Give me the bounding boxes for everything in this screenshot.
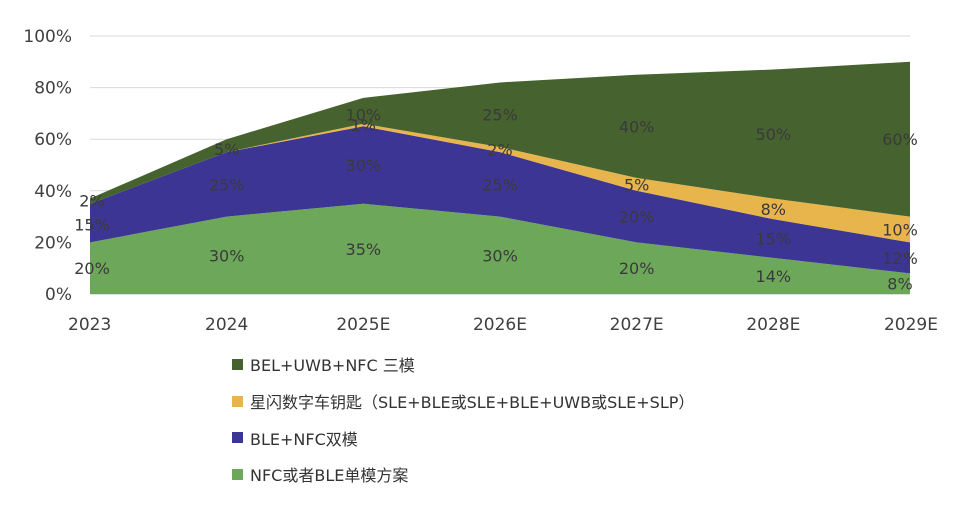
data-label: 5% [214,140,239,159]
area-series [90,61,910,294]
area-series-3 [90,61,910,217]
data-label: 15% [756,230,792,249]
area-series-0 [90,203,910,294]
y-tick-label: 40% [34,182,72,202]
x-tick-label: 2029E [884,315,938,335]
data-label: 20% [74,259,110,278]
data-label: 30% [346,156,382,175]
data-label: 2% [79,192,104,211]
data-label: 1% [351,116,376,135]
data-label: 50% [756,125,792,144]
data-label: 10% [346,106,382,125]
y-tick-label: 80% [34,79,72,99]
x-tick-label: 2027E [610,315,664,335]
area-series-1 [90,126,910,274]
x-tick-label: 2025E [336,315,390,335]
x-tick-label: 2028E [746,315,800,335]
y-tick-label: 60% [34,130,72,150]
data-label: 10% [882,221,918,240]
stacked-area-chart: 0%20%40%60%80%100% 2023 2024 2025E 2026E 202… [23,27,938,335]
data-label: 25% [482,106,518,125]
data-label: 25% [209,175,245,194]
data-label: 8% [887,275,912,294]
x-tick-label: 2026E [473,315,527,335]
data-label: 25% [482,175,518,194]
data-label: 35% [346,240,382,259]
data-label: 30% [209,246,245,265]
data-labels: 20% 30% 35% 30% 20% 14% 8% 15% 25% 30% 25% 20% 15% 12… [74,106,918,294]
legend-label: BLE+NFC双模 [250,429,358,449]
area-series-2 [90,123,910,243]
legend: BEL+UWB+NFC 三模星闪数字车钥匙（SLE+BLE或SLE+BLE+UW… [232,346,694,493]
legend-item: BEL+UWB+NFC 三模 [232,346,694,383]
legend-swatch [232,432,243,444]
data-label: 8% [761,200,786,219]
y-tick-label: 0% [45,285,72,305]
data-label: 30% [482,246,518,265]
data-label: 14% [756,267,792,286]
data-label: 5% [624,175,649,194]
data-label: 20% [619,208,655,227]
data-label: 2% [487,141,512,160]
x-tick-label: 2024 [205,315,248,335]
legend-label: NFC或者BLE单模方案 [250,466,409,486]
data-label: 40% [619,117,655,136]
legend-item: NFC或者BLE单模方案 [232,456,694,493]
x-tick-label: 2023 [68,315,111,335]
legend-label: BEL+UWB+NFC 三模 [250,356,415,376]
data-label: 60% [882,130,918,149]
legend-label: 星闪数字车钥匙（SLE+BLE或SLE+BLE+UWB或SLE+SLP） [250,393,695,413]
legend-swatch [232,468,243,480]
y-tick-label: 20% [34,233,72,253]
legend-swatch [232,395,243,407]
x-axis-ticks: 2023 2024 2025E 2026E 2027E 2028E 2029E [68,315,938,335]
data-label: 15% [74,215,110,234]
y-axis-ticks: 0% 20% 40% 60% 80% 100% [23,27,72,305]
legend-swatch [232,358,243,370]
legend-item: 星闪数字车钥匙（SLE+BLE或SLE+BLE+UWB或SLE+SLP） [232,383,694,420]
data-label: 20% [619,259,655,278]
legend-item: BLE+NFC双模 [232,419,694,456]
data-label: 12% [882,249,918,268]
y-tick-label: 100% [23,27,72,47]
